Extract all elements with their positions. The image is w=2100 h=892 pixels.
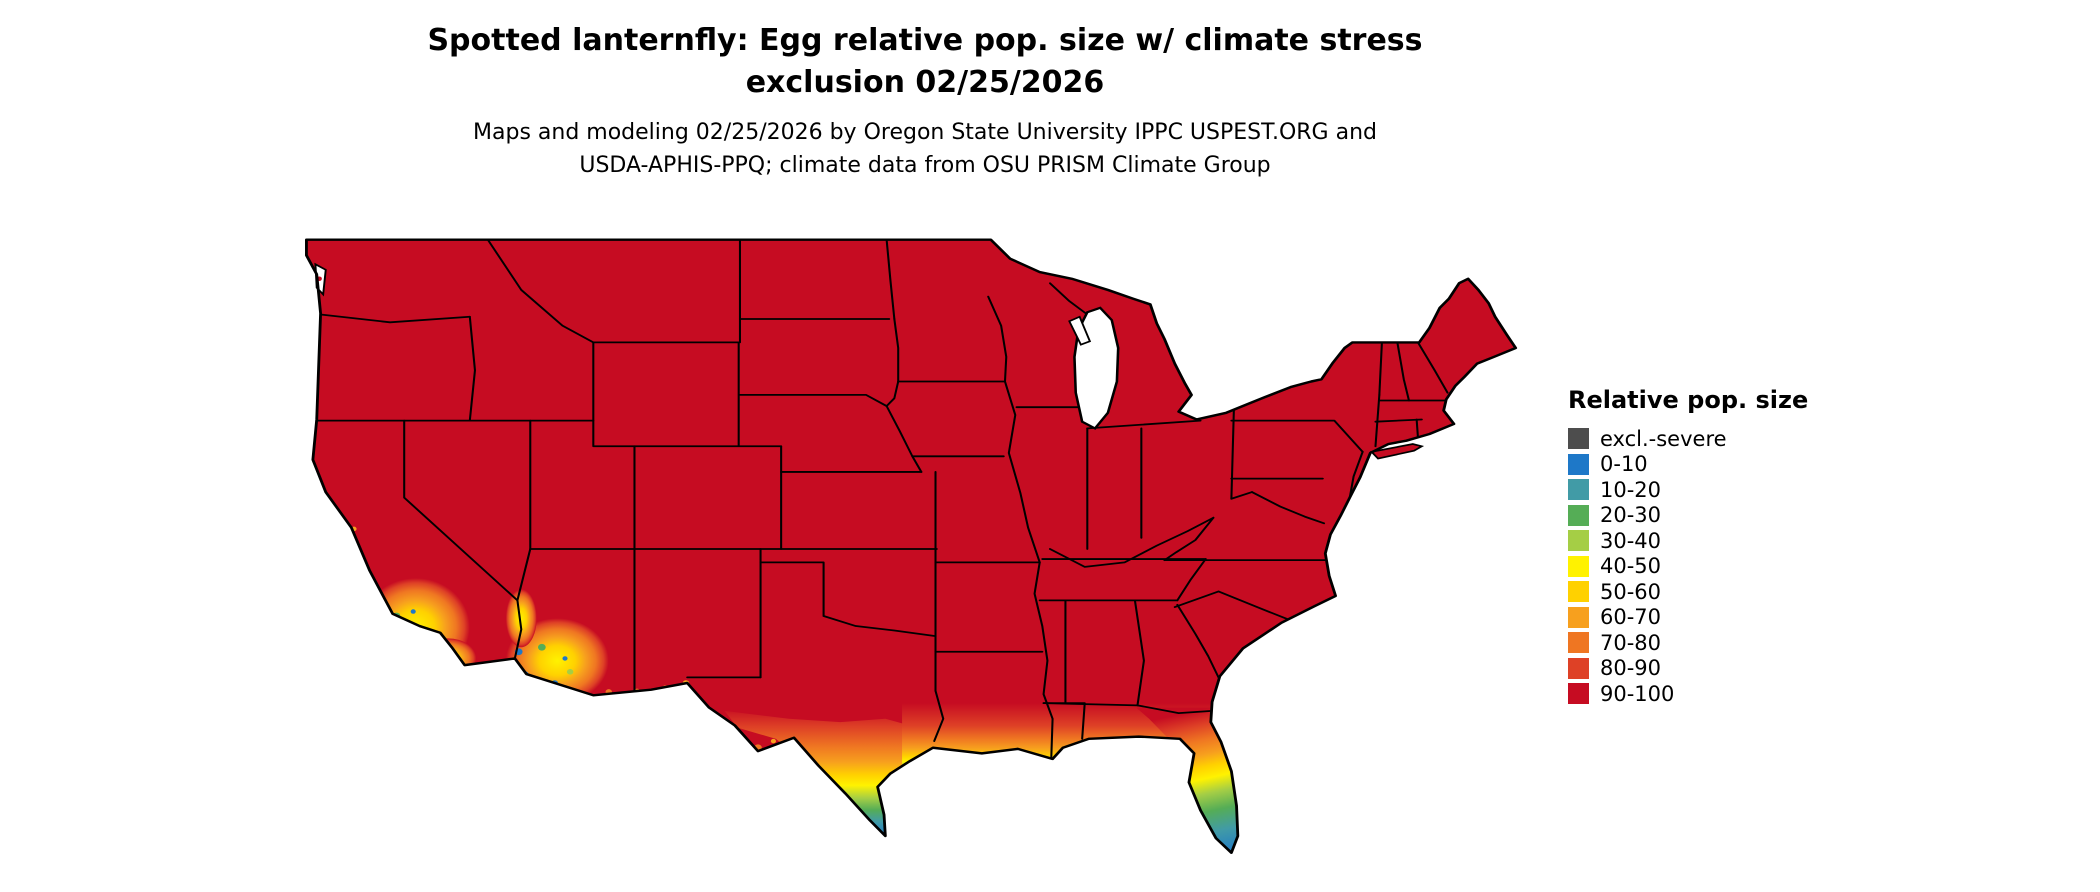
legend-item-90-100: 90-100 xyxy=(1568,681,1808,707)
state-borders xyxy=(315,239,1450,759)
legend-item-30-40: 30-40 xyxy=(1568,528,1808,554)
subtitle-line1: Maps and modeling 02/25/2026 by Oregon S… xyxy=(473,120,1377,145)
legend-item-40-50: 40-50 xyxy=(1568,554,1808,580)
legend-item-50-60: 50-60 xyxy=(1568,579,1808,605)
legend-swatch-30-40 xyxy=(1568,530,1589,552)
legend-swatch-excl-severe xyxy=(1568,428,1589,450)
legend-swatch-50-60 xyxy=(1568,581,1589,603)
legend-swatch-40-50 xyxy=(1568,555,1589,577)
page-title-line1: Spotted lanternfly: Egg relative pop. si… xyxy=(427,23,1423,58)
legend-item-60-70: 60-70 xyxy=(1568,605,1808,631)
figure-subtitle: Maps and modeling 02/25/2026 by Oregon S… xyxy=(0,116,1850,182)
legend-item-0-10: 0-10 xyxy=(1568,452,1808,478)
legend-item-80-90: 80-90 xyxy=(1568,656,1808,682)
legend-item-20-30: 20-30 xyxy=(1568,503,1808,529)
legend-item-excl-severe: excl.-severe xyxy=(1568,426,1808,452)
legend-swatch-20-30 xyxy=(1568,504,1589,526)
legend-item-10-20: 10-20 xyxy=(1568,477,1808,503)
us-outline xyxy=(305,238,1518,854)
figure-header: Spotted lanternfly: Egg relative pop. si… xyxy=(0,20,1850,182)
page-title-line2: exclusion 02/25/2026 xyxy=(745,65,1105,100)
us-map xyxy=(300,214,1535,884)
legend-item-70-80: 70-80 xyxy=(1568,630,1808,656)
gradient-colorado-river xyxy=(505,589,537,648)
legend-swatch-0-10 xyxy=(1568,453,1589,475)
gradient-socal xyxy=(361,578,470,677)
legend-title: Relative pop. size xyxy=(1568,386,1809,414)
legend-swatch-80-90 xyxy=(1568,657,1589,679)
legend-swatch-90-100 xyxy=(1568,683,1589,705)
us-map-svg xyxy=(305,238,1518,854)
legend-swatch-10-20 xyxy=(1568,479,1589,501)
legend: Relative pop. size excl.-severe 0-10 10-… xyxy=(1568,386,1808,707)
subtitle-line2: USDA-APHIS-PPQ; climate data from OSU PR… xyxy=(579,153,1271,178)
long-island xyxy=(1369,443,1425,460)
legend-swatch-60-70 xyxy=(1568,606,1589,628)
green-bay xyxy=(1068,315,1092,346)
legend-swatch-70-80 xyxy=(1568,632,1589,654)
